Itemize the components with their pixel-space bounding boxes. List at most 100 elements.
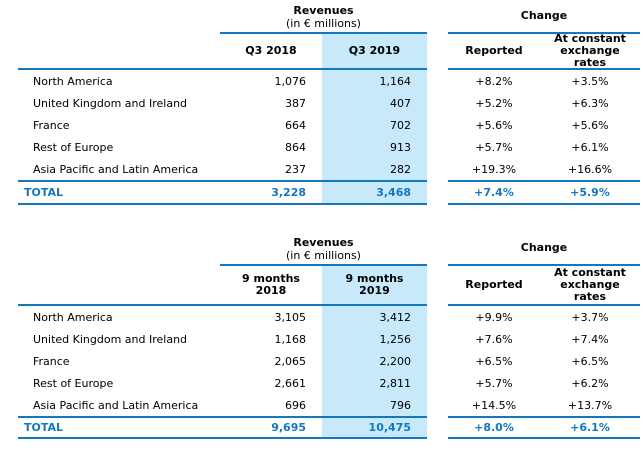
column-gap [427,34,448,70]
change-constant: +5.6% [571,118,609,132]
region-label: Asia Pacific and Latin America [33,398,199,412]
column-gap [427,416,448,439]
column-header-current: 9 months 2019 [322,266,427,306]
change-group-header: Change [448,234,640,266]
change-constant: +6.5% [571,354,609,368]
column-gap [427,394,448,416]
change-constant: +3.7% [571,310,609,324]
spacer [18,266,220,306]
change-title: Change [520,9,568,22]
table-row: Asia Pacific and Latin America 696 796 +… [18,394,640,416]
revenue-current: 2,811 [322,372,427,394]
total-row: TOTAL 9,695 10,475 +8.0% +6.1% [18,416,640,439]
column-gap [427,70,448,92]
change-reported: +5.7% [475,376,513,390]
change-reported: +7.6% [475,332,513,346]
region-label: France [33,118,70,132]
total-change-reported: +7.4% [448,180,540,205]
revenue-current: 702 [322,114,427,136]
revenue-current: 3,412 [322,306,427,328]
region-label: North America [33,74,113,88]
column-header-reported: Reported [448,266,540,306]
region-label: Asia Pacific and Latin America [33,162,199,176]
revenues-subtitle: (in € millions) [286,17,361,30]
spacer [18,2,220,34]
revenues-title: Revenues [293,4,354,17]
column-gap [427,306,448,328]
revenues-subtitle: (in € millions) [286,249,361,262]
change-constant: +6.1% [571,140,609,154]
column-header-row: Q3 2018 Q3 2019 Reported At constant exc… [18,33,640,70]
change-constant: +7.4% [571,332,609,346]
column-gap [427,136,448,158]
column-gap [427,114,448,136]
revenues-table-q3: Revenues (in € millions) Change Q3 2018 … [18,2,640,205]
revenue-prior: 2,065 [274,354,307,368]
revenue-current: 2,200 [322,350,427,372]
total-label: TOTAL [18,416,220,439]
revenues-group-header: Revenues (in € millions) [220,2,427,34]
table-row: France 664 702 +5.6% +5.6% [18,114,640,136]
revenue-current: 407 [322,92,427,114]
change-title: Change [520,241,568,254]
revenue-prior: 3,105 [274,310,307,324]
change-reported: +14.5% [471,398,517,412]
spacer [18,34,220,70]
change-reported: +5.6% [475,118,513,132]
column-gap [427,328,448,350]
revenue-current: 796 [322,394,427,416]
table-row: North America 3,105 3,412 +9.9% +3.7% [18,306,640,328]
table-row: Rest of Europe 2,661 2,811 +5.7% +6.2% [18,372,640,394]
change-constant: +6.3% [571,96,609,110]
column-gap [427,234,448,266]
revenues-title: Revenues [293,236,354,249]
revenue-prior: 696 [285,398,306,412]
group-header-row: Revenues (in € millions) Change [18,234,640,266]
change-constant: +3.5% [571,74,609,88]
column-gap [427,372,448,394]
column-gap [427,180,448,205]
column-header-constant: At constant exchange rates [540,266,640,306]
column-gap [427,266,448,306]
revenue-prior: 2,661 [274,376,307,390]
region-label: United Kingdom and Ireland [33,332,188,346]
region-label: North America [33,310,113,324]
column-gap [427,350,448,372]
total-change-constant: +5.9% [540,180,640,205]
total-row: TOTAL 3,228 3,468 +7.4% +5.9% [18,180,640,205]
spacer [18,234,220,266]
change-reported: +19.3% [471,162,517,176]
table-row: Asia Pacific and Latin America 237 282 +… [18,158,640,180]
table-row: United Kingdom and Ireland 1,168 1,256 +… [18,328,640,350]
group-header-row: Revenues (in € millions) Change [18,2,640,34]
revenue-prior: 1,168 [274,332,307,346]
total-revenue-current: 3,468 [322,180,427,205]
column-header-current: Q3 2019 [322,34,427,70]
revenue-current: 282 [322,158,427,180]
table-row: North America 1,076 1,164 +8.2% +3.5% [18,70,640,92]
total-revenue-current: 10,475 [322,416,427,439]
revenue-current: 913 [322,136,427,158]
revenue-prior: 1,076 [274,74,307,88]
column-header-prior: Q3 2018 [220,34,322,70]
region-label: United Kingdom and Ireland [33,96,188,110]
column-header-reported: Reported [448,34,540,70]
column-gap [427,2,448,34]
change-reported: +8.2% [475,74,513,88]
table-row: United Kingdom and Ireland 387 407 +5.2%… [18,92,640,114]
revenue-prior: 864 [285,140,306,154]
region-label: Rest of Europe [33,140,114,154]
revenues-table-9-months: Revenues (in € millions) Change 9 months… [18,234,640,439]
revenue-current: 1,164 [322,70,427,92]
revenues-group-header: Revenues (in € millions) [220,234,427,266]
change-reported: +9.9% [475,310,513,324]
column-header-prior: 9 months 2018 [220,266,322,306]
total-label: TOTAL [18,180,220,205]
column-header-row: 9 months 2018 9 months 2019 Reported At … [18,266,640,306]
revenue-prior: 237 [285,162,306,176]
table-row: France 2,065 2,200 +6.5% +6.5% [18,350,640,372]
column-gap [427,92,448,114]
region-label: France [33,354,70,368]
change-constant: +13.7% [567,398,613,412]
